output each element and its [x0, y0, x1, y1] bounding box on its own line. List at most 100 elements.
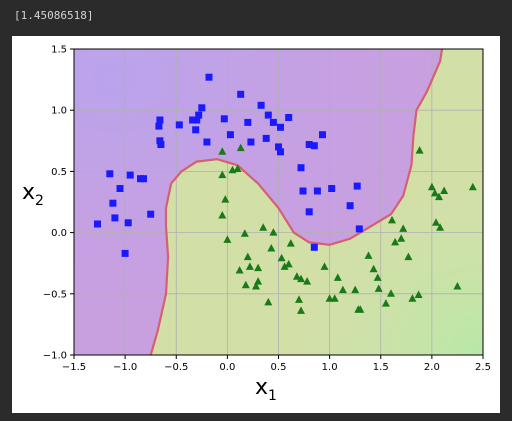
triangle-point	[292, 272, 301, 280]
class1-region-shade	[150, 49, 483, 355]
square-point	[305, 141, 313, 148]
triangle-point	[414, 290, 423, 298]
y-tick-label: 0.0	[51, 228, 67, 239]
triangle-point	[240, 229, 249, 237]
triangle-point	[269, 228, 278, 236]
square-point	[116, 185, 124, 192]
x-tick-label: 2.5	[475, 362, 491, 373]
triangle-point	[252, 282, 260, 290]
triangle-point	[284, 259, 293, 268]
triangle-point	[408, 294, 417, 302]
triangle-point	[415, 146, 424, 154]
triangle-point	[369, 264, 378, 273]
triangle-point	[399, 224, 408, 232]
square-point	[353, 182, 361, 190]
triangle-point	[374, 284, 383, 292]
triangle-point	[277, 253, 286, 262]
triangle-point	[254, 263, 263, 272]
square-point	[156, 116, 164, 124]
square-point	[111, 214, 119, 222]
y-tick-label: 1.5	[51, 45, 67, 56]
square-point	[94, 220, 101, 228]
triangle-point	[330, 294, 339, 302]
square-point	[140, 175, 147, 183]
figure: −1.5 −1.0 −0.5 0.0 0.5 1.0 1.5 2.0 2.5 −1.0 −0.5 0.…	[12, 36, 500, 413]
square-point	[299, 187, 307, 195]
grid-lines	[74, 49, 483, 355]
triangle-point	[236, 143, 245, 152]
x-tick-label: 1.5	[373, 362, 389, 373]
square-point	[319, 131, 326, 139]
square-point	[220, 115, 228, 123]
x-tick-label: −1.0	[113, 362, 137, 373]
square-point	[189, 116, 197, 124]
triangle-point	[303, 277, 312, 285]
triangle-point	[233, 164, 242, 172]
y-tick-label: −1.0	[43, 351, 67, 362]
square-point	[305, 208, 313, 216]
square-point	[195, 111, 203, 119]
triangle-point	[397, 234, 406, 242]
triangle-point	[223, 235, 232, 243]
triangle-point	[333, 273, 342, 281]
triangle-point	[404, 252, 413, 261]
y-axis-label: x2	[22, 180, 44, 209]
square-point	[310, 243, 318, 251]
square-point	[247, 138, 255, 146]
triangle-point	[267, 244, 276, 252]
x-tick-label: 0.5	[271, 362, 287, 373]
triangle-point	[243, 252, 252, 261]
square-point	[193, 116, 201, 124]
square-point	[297, 164, 305, 172]
triangle-point	[391, 237, 400, 246]
triangle-point	[264, 297, 273, 306]
triangle-point	[295, 295, 303, 303]
triangle-point	[218, 211, 227, 219]
triangle-point	[440, 186, 449, 194]
data-points	[94, 73, 477, 314]
y-tick-label: −0.5	[43, 289, 67, 300]
triangle-point	[351, 285, 360, 294]
square-point	[269, 118, 277, 126]
boundary-line	[149, 49, 444, 355]
square-point	[257, 101, 265, 109]
square-point	[277, 123, 284, 131]
square-point	[244, 118, 252, 126]
x-axis-label: x1	[255, 375, 277, 404]
triangle-point	[432, 218, 440, 226]
triangle-point	[388, 215, 396, 224]
triangle-point	[241, 280, 250, 289]
triangle-point	[218, 170, 227, 179]
square-point	[147, 210, 155, 218]
square-point	[156, 137, 164, 145]
triangle-point	[297, 306, 305, 314]
triangle-point	[286, 239, 295, 247]
triangle-point	[453, 282, 462, 290]
y-tick-label: 1.0	[51, 106, 67, 117]
triangle-point	[325, 294, 334, 302]
square-point	[285, 114, 293, 121]
triangle-point	[435, 192, 443, 201]
triangle-point	[381, 299, 390, 307]
triangle-point	[297, 274, 305, 283]
triangle-point	[338, 285, 347, 294]
square-point	[355, 225, 363, 233]
square-point	[109, 199, 117, 207]
square-point	[124, 219, 132, 227]
square-point	[264, 111, 272, 119]
square-point	[205, 73, 213, 81]
square-point	[155, 122, 163, 130]
triangle-point	[468, 182, 477, 191]
square-point	[310, 142, 318, 150]
triangle-point	[259, 223, 268, 231]
square-point	[275, 143, 282, 151]
square-point	[262, 134, 270, 142]
x-tick-label: −0.5	[164, 362, 188, 373]
triangle-point	[320, 262, 329, 270]
triangle-point	[373, 273, 382, 281]
square-point	[203, 138, 211, 146]
triangle-point	[436, 223, 445, 231]
square-point	[157, 141, 165, 148]
square-point	[226, 131, 234, 139]
triangle-point	[354, 305, 363, 313]
